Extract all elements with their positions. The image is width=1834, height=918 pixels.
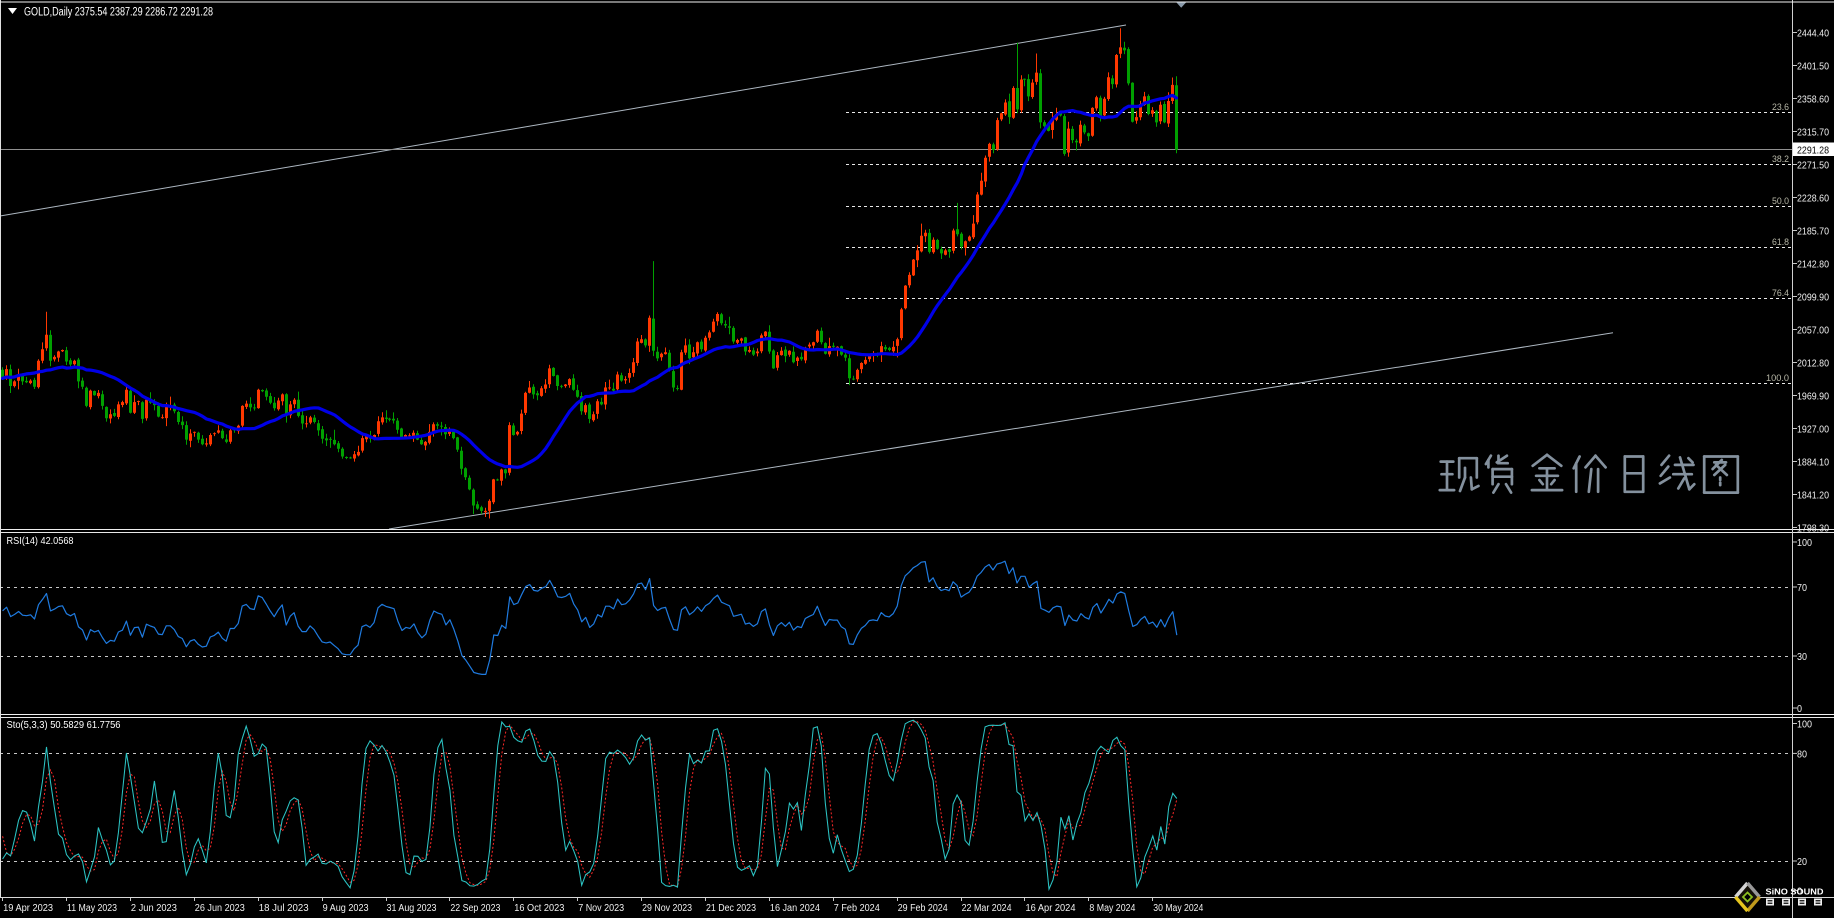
svg-text:2315.70: 2315.70 [1797,127,1829,139]
svg-text:1841.20: 1841.20 [1797,490,1829,502]
svg-text:GOLD,Daily 2375.54 2387.29 22: GOLD,Daily 2375.54 2387.29 2286.72 2291.… [24,7,213,19]
svg-text:70: 70 [1797,583,1807,594]
svg-text:61.8: 61.8 [1772,237,1789,248]
svg-text:1969.90: 1969.90 [1797,391,1829,403]
svg-text:30: 30 [1797,652,1807,663]
svg-text:50.0: 50.0 [1772,196,1789,207]
svg-text:76.4: 76.4 [1772,288,1789,299]
svg-text:2057.00: 2057.00 [1797,325,1829,337]
svg-text:21 Dec 2023: 21 Dec 2023 [706,903,756,914]
svg-text:2099.90: 2099.90 [1797,292,1829,304]
svg-text:16 Oct 2023: 16 Oct 2023 [514,903,564,914]
svg-text:7 Feb 2024: 7 Feb 2024 [834,903,880,914]
svg-text:RSI(14) 42.0568: RSI(14) 42.0568 [7,535,74,547]
svg-text:11 May 2023: 11 May 2023 [67,903,117,914]
svg-text:2228.60: 2228.60 [1797,193,1829,205]
svg-text:19 Apr 2023: 19 Apr 2023 [3,903,53,914]
svg-text:2142.80: 2142.80 [1797,259,1829,271]
svg-text:9 Aug 2023: 9 Aug 2023 [323,903,369,914]
svg-text:20: 20 [1797,857,1807,868]
svg-text:2185.70: 2185.70 [1797,226,1829,238]
svg-text:1798.30: 1798.30 [1797,523,1829,535]
svg-text:29 Nov 2023: 29 Nov 2023 [642,903,692,914]
svg-text:16 Apr 2024: 16 Apr 2024 [1026,903,1076,914]
svg-text:2 Jun 2023: 2 Jun 2023 [131,903,177,914]
svg-text:SiNO SOUND: SiNO SOUND [1766,887,1824,897]
svg-text:2358.60: 2358.60 [1797,94,1829,106]
svg-text:1927.00: 1927.00 [1797,424,1829,436]
svg-text:22 Mar 2024: 22 Mar 2024 [962,903,1012,914]
svg-text:22 Sep 2023: 22 Sep 2023 [450,903,500,914]
svg-text:100.0: 100.0 [1766,373,1789,384]
svg-text:29 Feb 2024: 29 Feb 2024 [898,903,948,914]
svg-text:2012.80: 2012.80 [1797,358,1829,370]
svg-text:2291.28: 2291.28 [1797,145,1829,157]
svg-text:38.2: 38.2 [1772,154,1789,165]
svg-text:31 Aug 2023: 31 Aug 2023 [387,903,437,914]
svg-text:2401.50: 2401.50 [1797,61,1829,73]
svg-text:2444.40: 2444.40 [1797,28,1829,40]
svg-text:23.6: 23.6 [1772,102,1789,113]
svg-text:100: 100 [1797,538,1812,549]
svg-text:100: 100 [1797,720,1812,731]
svg-text:16 Jan 2024: 16 Jan 2024 [770,903,820,914]
svg-text:0: 0 [1797,887,1802,898]
svg-text:18 Jul 2023: 18 Jul 2023 [259,903,309,914]
svg-text:8 May 2024: 8 May 2024 [1089,903,1135,914]
svg-text:30 May 2024: 30 May 2024 [1153,903,1203,914]
svg-text:80: 80 [1797,749,1807,760]
svg-text:0: 0 [1797,704,1802,715]
svg-text:Sto(5,3,3) 50.5829 61.7756: Sto(5,3,3) 50.5829 61.7756 [7,719,121,731]
svg-text:26 Jun 2023: 26 Jun 2023 [195,903,245,914]
svg-text:7 Nov 2023: 7 Nov 2023 [578,903,624,914]
svg-text:1884.10: 1884.10 [1797,457,1829,469]
svg-text:2271.50: 2271.50 [1797,160,1829,172]
